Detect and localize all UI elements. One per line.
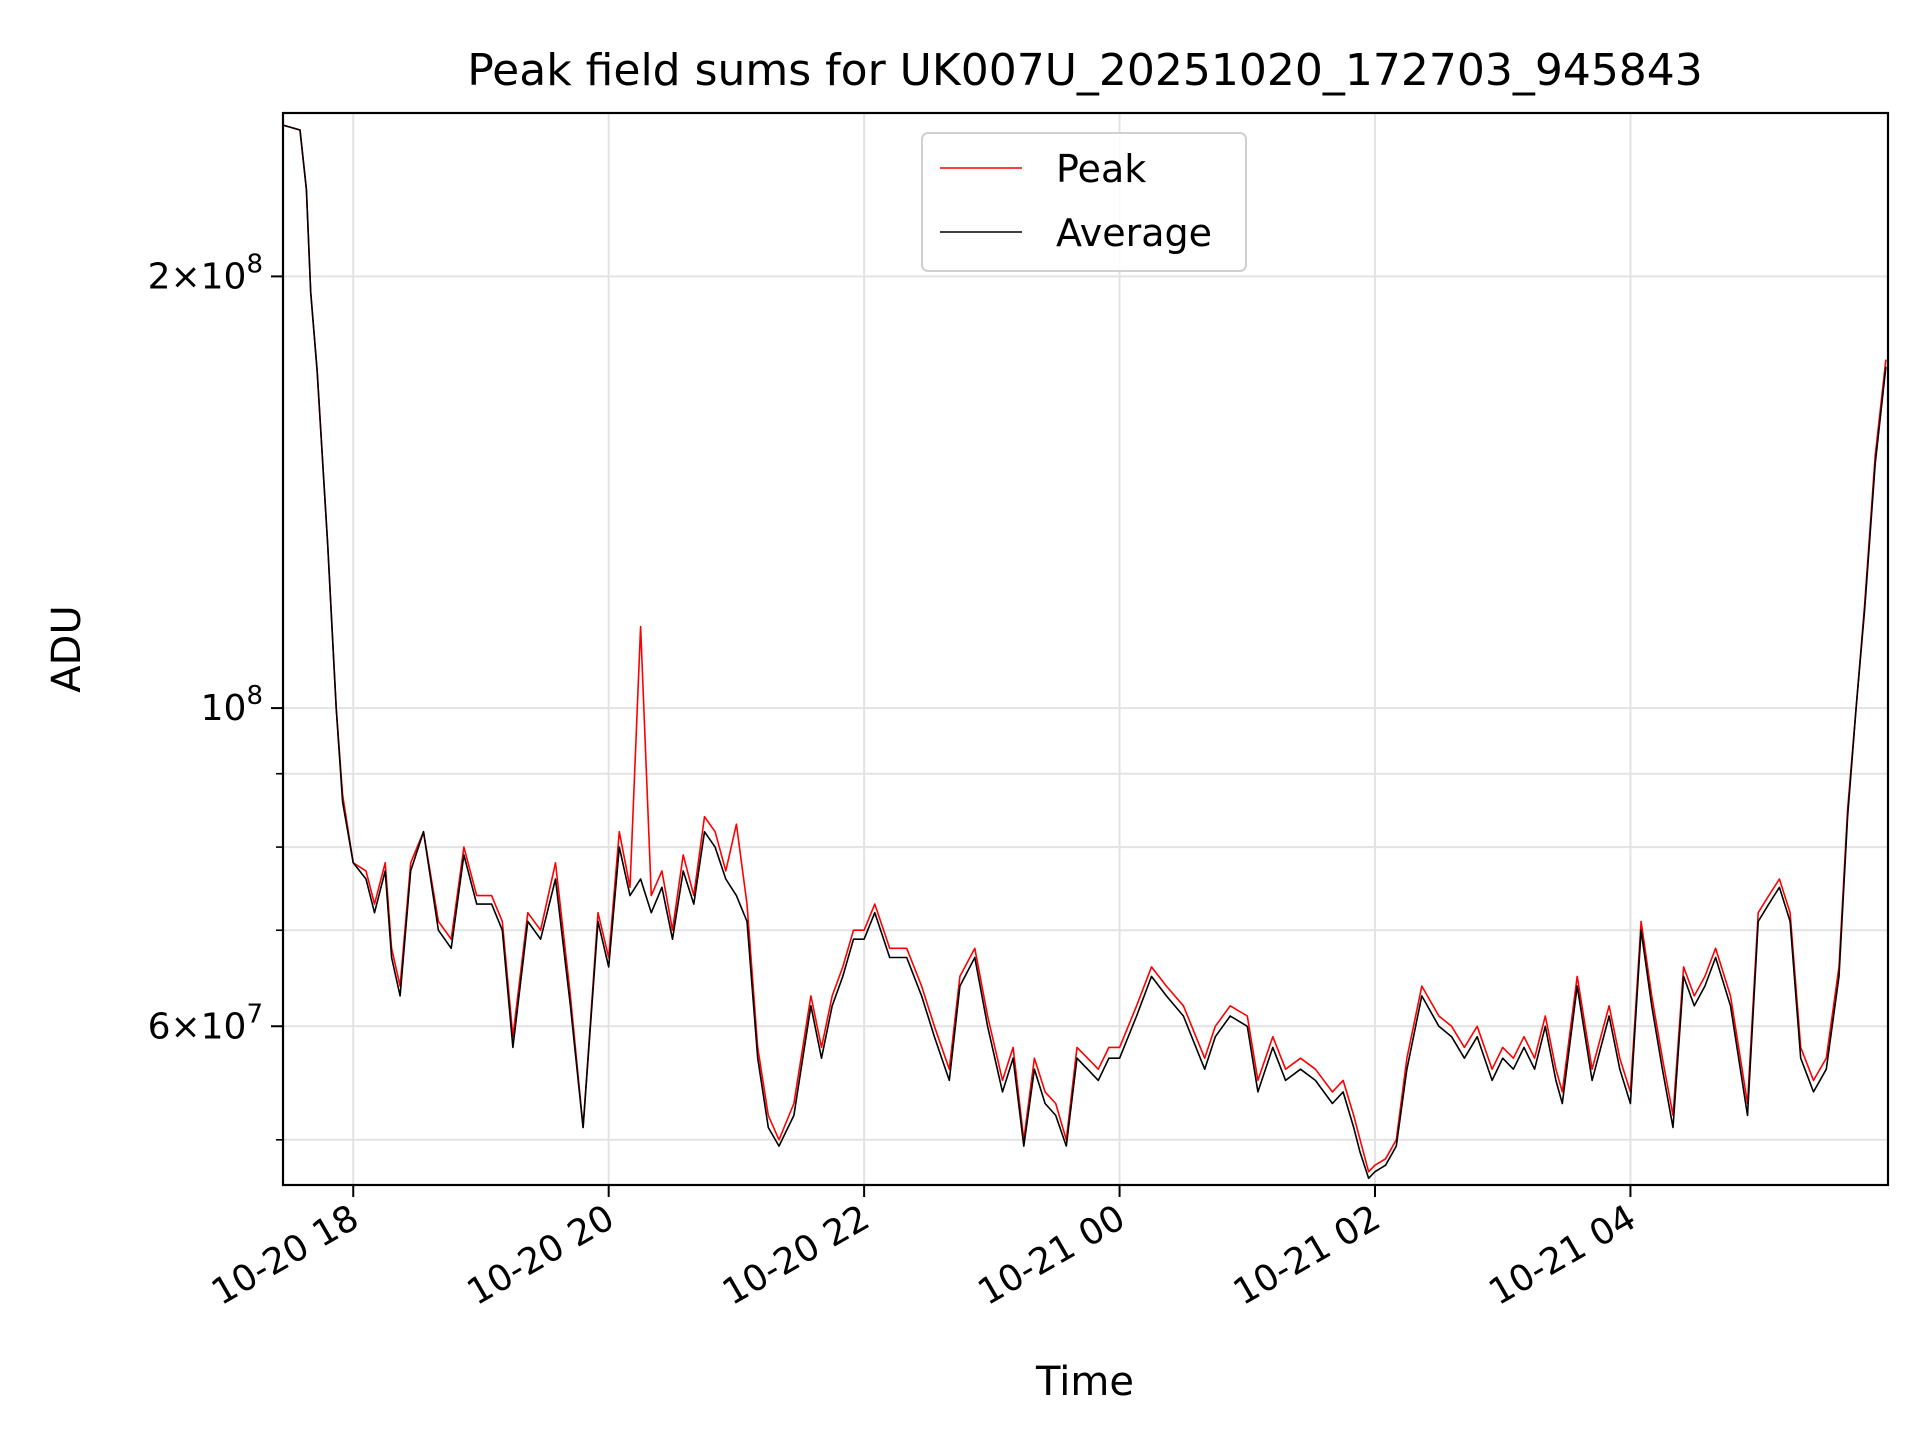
plot-frame (281, 111, 1890, 1187)
legend-label-average: Average (1056, 211, 1212, 255)
y-tick-label: 6×107 (148, 999, 263, 1047)
y-tick-label: 2×108 (148, 249, 263, 297)
legend-label-peak: Peak (1056, 147, 1146, 191)
y-axis-label: ADU (44, 605, 90, 692)
series-line-average (282, 124, 1887, 1180)
x-axis-label: Time (1035, 1359, 1134, 1405)
legend: Peak Average (921, 132, 1247, 272)
grid-lines (283, 113, 1888, 1185)
chart-title: Peak field sums for UK007U_20251020_1727… (467, 45, 1703, 96)
series-layer (282, 124, 1887, 1180)
y-tick-label: 108 (201, 681, 263, 729)
